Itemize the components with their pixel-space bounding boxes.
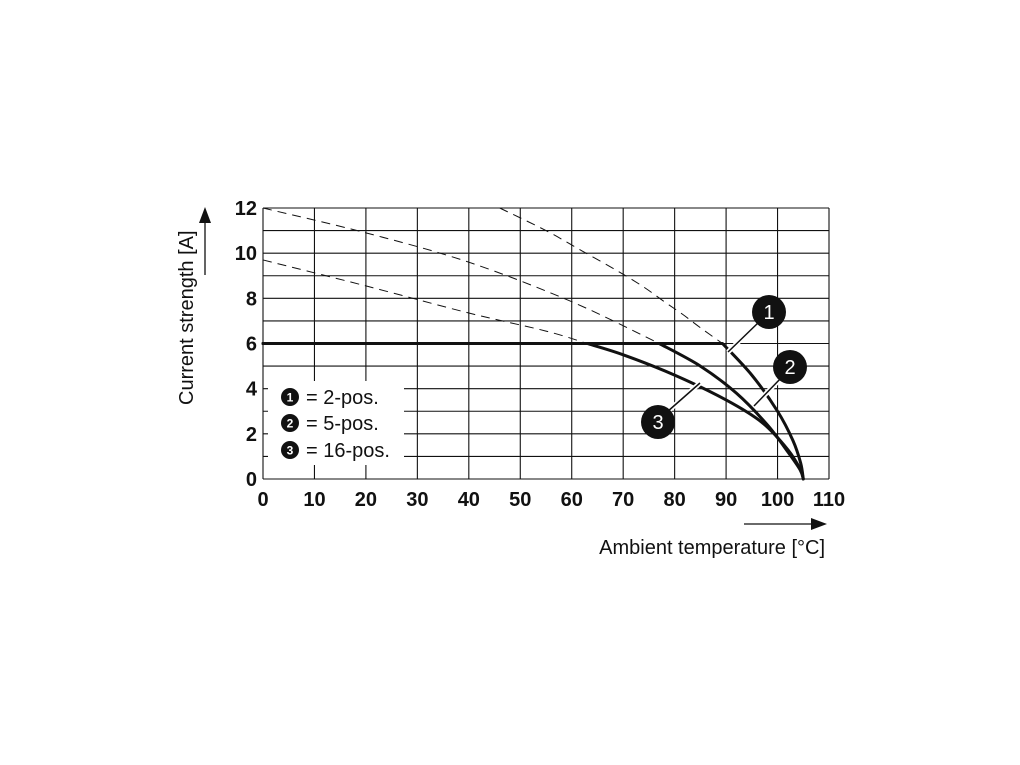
callout-1: 1 [726, 295, 786, 354]
y-tick-label: 0 [246, 469, 257, 491]
x-tick-label: 110 [813, 489, 845, 511]
legend-label-2: = 5-pos. [306, 413, 379, 435]
x-axis-arrow-head [811, 518, 827, 530]
x-tick-labels: 0 10 20 30 40 50 60 70 80 90 100 110 [257, 489, 845, 511]
y-tick-label: 8 [246, 288, 257, 310]
x-axis-title: Ambient temperature [°C] [599, 537, 825, 559]
callout-1-leader [727, 320, 761, 353]
callout-3: 3 [641, 381, 702, 439]
series-3-line [261, 342, 805, 481]
callout-2-label: 2 [784, 357, 795, 379]
x-tick-label: 20 [355, 489, 377, 511]
y-tick-label: 12 [235, 198, 257, 220]
x-tick-label: 10 [303, 489, 325, 511]
legend-label-1: = 2-pos. [306, 387, 379, 409]
x-tick-label: 40 [458, 489, 480, 511]
legend-marker-3-label: 3 [287, 444, 294, 458]
callout-2-leader [753, 376, 783, 407]
y-tick-label: 2 [246, 424, 257, 446]
legend-marker-1-label: 1 [287, 391, 294, 405]
data-series [261, 342, 805, 481]
x-tick-label: 50 [509, 489, 531, 511]
legend-marker-1 [281, 388, 299, 406]
callout-3-badge [641, 405, 675, 439]
x-tick-label: 60 [561, 489, 583, 511]
y-tick-label: 10 [235, 243, 257, 265]
x-tick-label: 0 [257, 489, 268, 511]
callout-1-badge [752, 295, 786, 329]
legend-marker-2-label: 2 [287, 417, 294, 431]
legend-label-3: = 16-pos. [306, 440, 390, 462]
series-1-extrapolation [499, 207, 723, 344]
x-tick-label: 30 [406, 489, 428, 511]
x-tick-label: 80 [664, 489, 686, 511]
series-2-extrapolation [262, 207, 660, 344]
extrapolation-lines [262, 207, 723, 344]
series-3-extrapolation [262, 259, 588, 344]
legend: 1 = 2-pos. 2 = 5-pos. 3 = 16-pos. [268, 381, 404, 465]
callout-2: 2 [752, 350, 807, 408]
legend-item-3: 3 = 16-pos. [281, 440, 390, 462]
y-axis-title: Current strength [A] [176, 230, 198, 405]
x-tick-label: 70 [612, 489, 634, 511]
grid-lines [262, 207, 830, 480]
legend-marker-3 [281, 441, 299, 459]
y-tick-label: 6 [246, 334, 257, 356]
callout-2-badge [773, 350, 807, 384]
y-tick-labels: 0 2 4 6 8 10 12 [235, 198, 258, 491]
legend-marker-2 [281, 414, 299, 432]
legend-item-1: 1 = 2-pos. [281, 387, 379, 409]
x-tick-label: 100 [761, 489, 794, 511]
legend-item-2: 2 = 5-pos. [281, 413, 379, 435]
y-tick-label: 4 [246, 379, 258, 401]
y-axis-arrow-head [199, 207, 211, 223]
callout-1-label: 1 [763, 302, 774, 324]
x-tick-label: 90 [715, 489, 737, 511]
callout-3-label: 3 [652, 412, 663, 434]
callout-3-leader [666, 382, 701, 413]
series-1-line [261, 342, 805, 481]
